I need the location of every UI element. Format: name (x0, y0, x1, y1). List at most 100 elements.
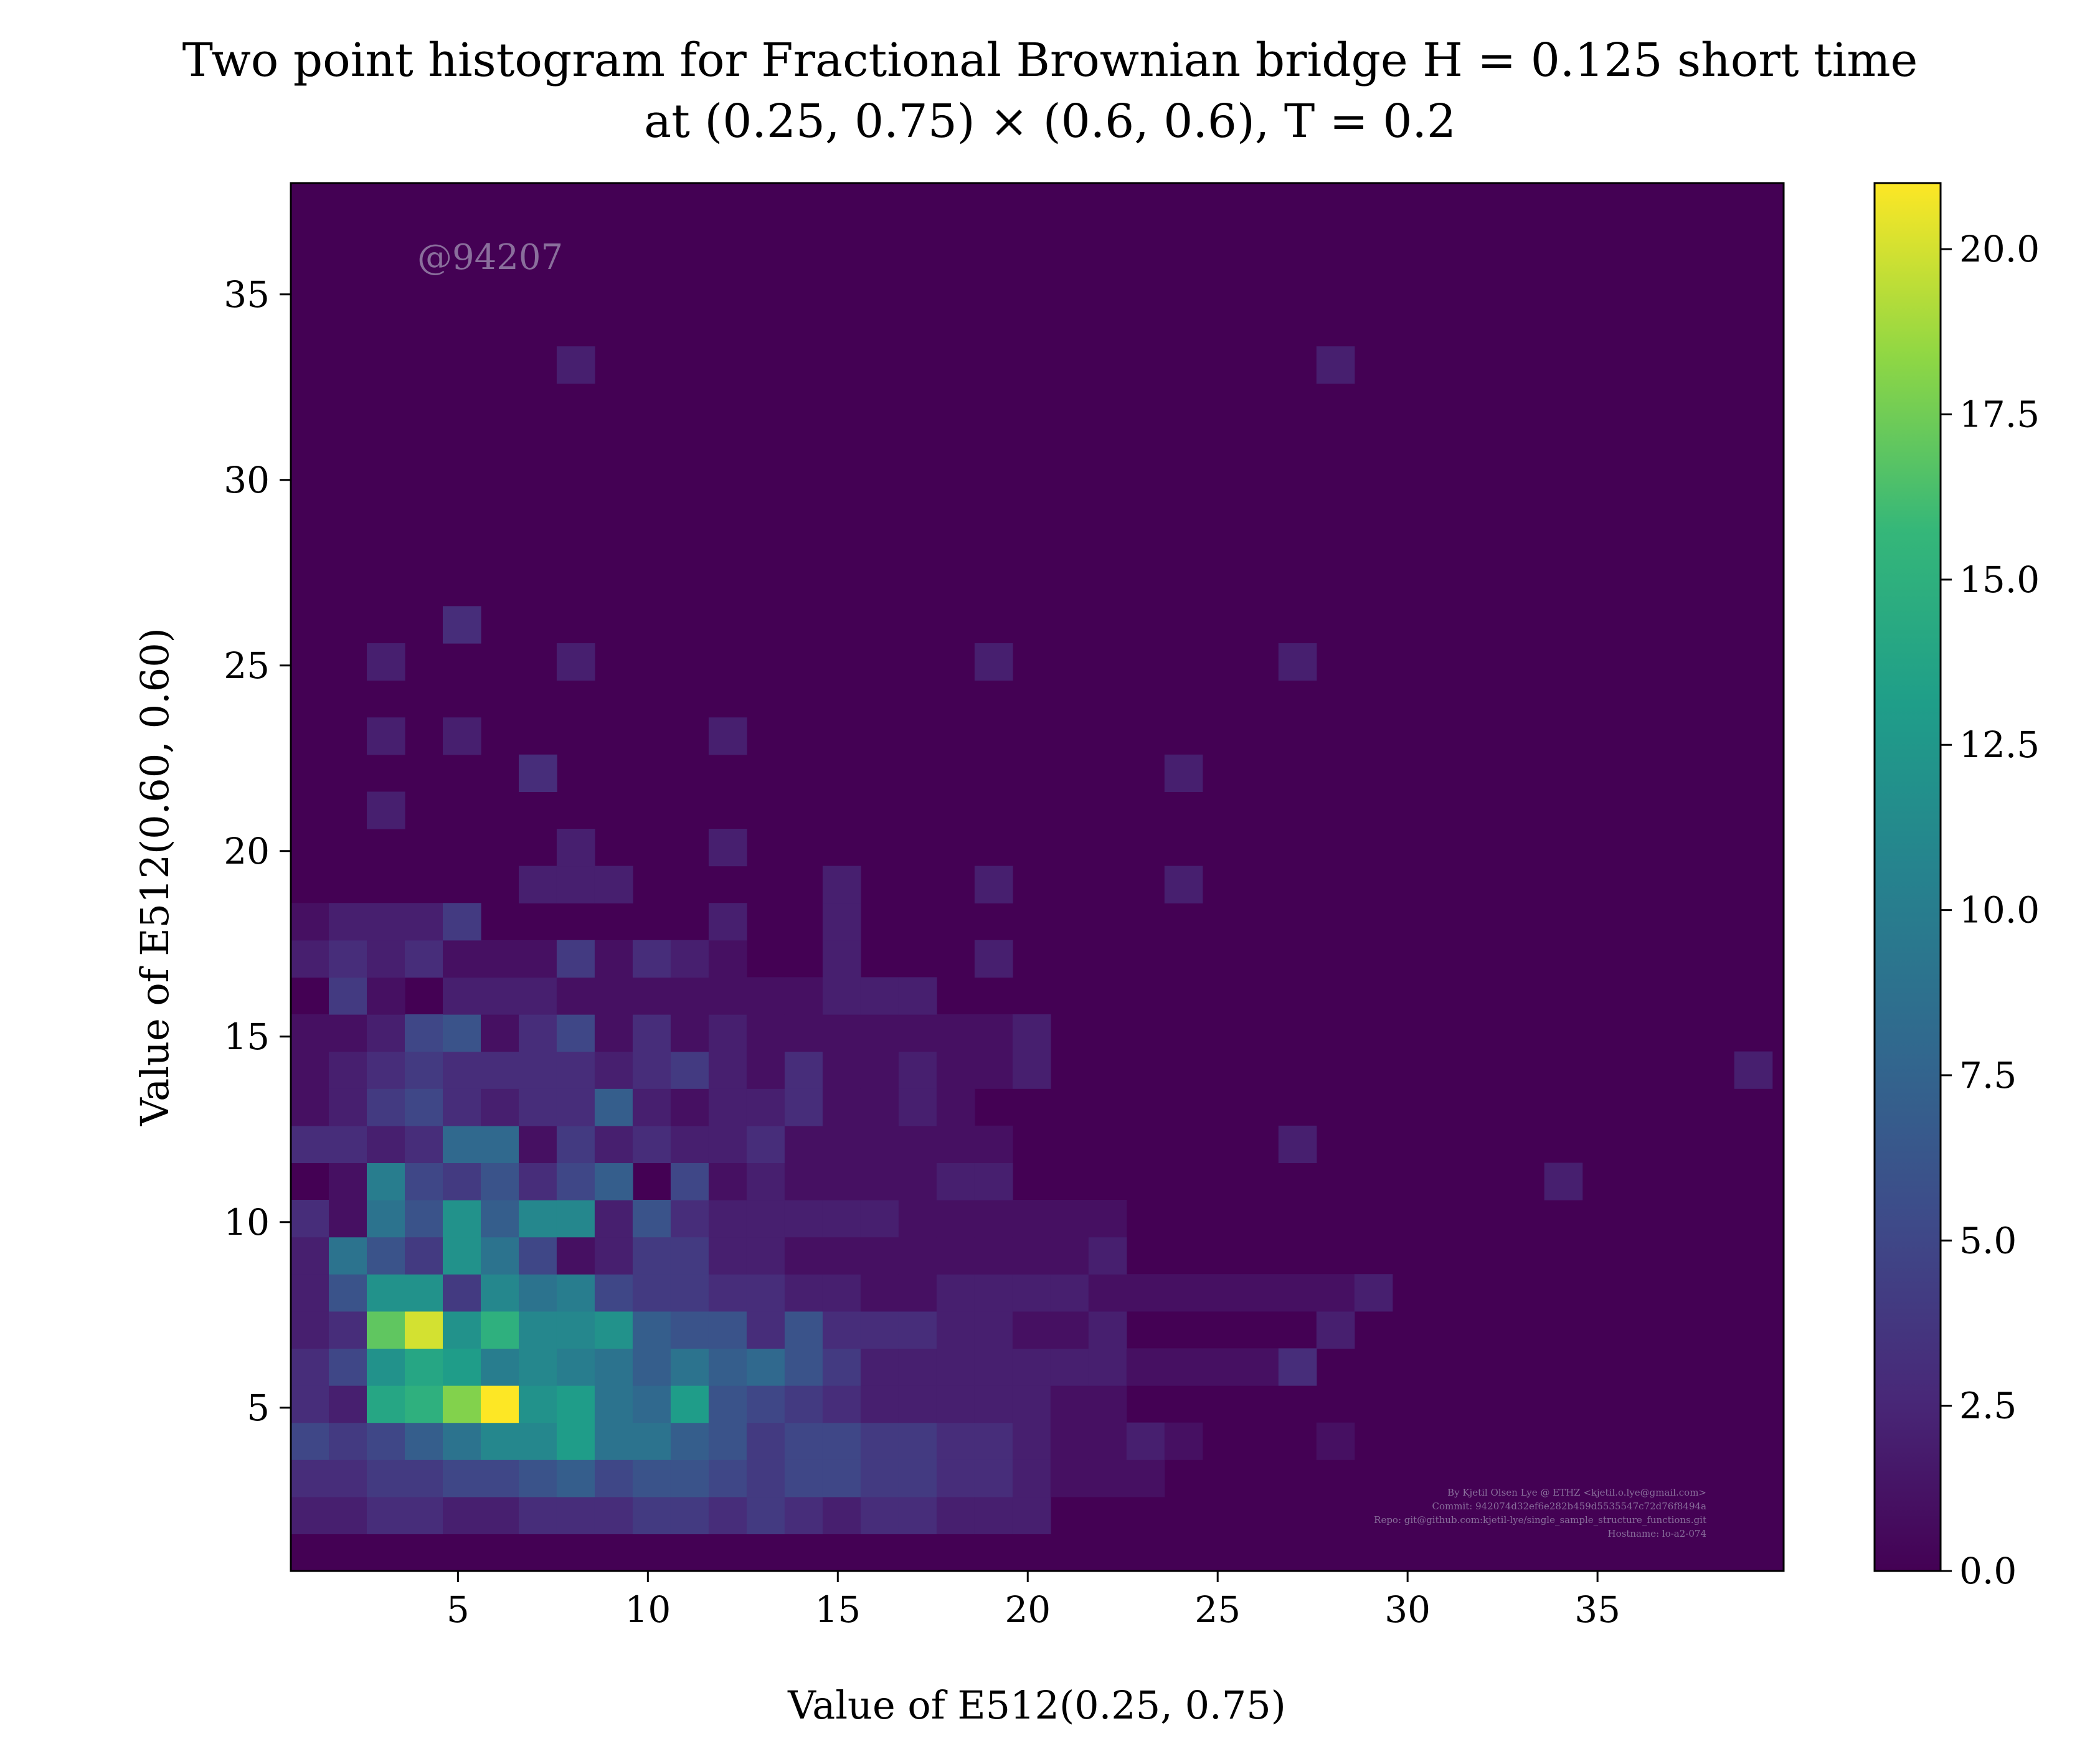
histogram-cell (974, 1051, 1013, 1089)
histogram-cell (746, 977, 785, 1015)
y-tick-label: 35 (224, 273, 270, 316)
histogram-cell (708, 1014, 747, 1052)
histogram-cell (329, 1422, 367, 1460)
histogram-cell (1088, 1237, 1127, 1275)
histogram-cell (556, 1274, 595, 1312)
histogram-cell (1164, 1274, 1203, 1312)
histogram-cell (1544, 1163, 1583, 1200)
histogram-cell (974, 1422, 1013, 1460)
histogram-cell (291, 1422, 329, 1460)
histogram-cell (784, 1163, 823, 1200)
plot-area: @94207 By Kjetil Olsen Lye @ ETHZ <kjeti… (290, 182, 1785, 1572)
histogram-cell (443, 1200, 481, 1238)
histogram-cell (556, 977, 595, 1015)
histogram-cell (670, 1348, 709, 1386)
histogram-cell (974, 1460, 1013, 1498)
histogram-cell (594, 1163, 633, 1200)
colorbar-tick-label: 5.0 (1959, 1219, 2017, 1262)
histogram-cell (1012, 1014, 1051, 1052)
histogram-cell (443, 1051, 481, 1089)
histogram-cell (594, 1200, 633, 1238)
histogram-cell (481, 1237, 519, 1275)
histogram-cell (632, 1125, 671, 1163)
histogram-cell (481, 1422, 519, 1460)
histogram-cell (632, 1422, 671, 1460)
histogram-cell (822, 1496, 861, 1534)
histogram-cell (443, 1163, 481, 1200)
histogram-cell (746, 1311, 785, 1349)
histogram-cell (519, 1460, 557, 1498)
y-tick-label: 25 (224, 644, 270, 687)
histogram-cell (519, 1237, 557, 1275)
histogram-cell (898, 977, 937, 1015)
histogram-cell (1012, 1496, 1051, 1534)
colorbar-tick-label: 17.5 (1959, 394, 2040, 436)
histogram-cell (670, 1163, 709, 1200)
histogram-cell (1164, 1422, 1203, 1460)
histogram-cell (443, 1125, 481, 1163)
histogram-cell (822, 1237, 861, 1275)
histogram-cell (443, 1422, 481, 1460)
histogram-cell (1050, 1348, 1089, 1386)
histogram-cell (556, 940, 595, 978)
histogram-cell (481, 1200, 519, 1238)
histogram-cell (860, 1385, 899, 1423)
y-tick-label: 20 (224, 830, 270, 872)
histogram-cell (594, 977, 633, 1015)
histogram-cell (556, 1422, 595, 1460)
histogram-cell (405, 1460, 443, 1498)
histogram-cell (556, 1460, 595, 1498)
histogram-cell (405, 1311, 443, 1349)
histogram-cell (594, 1422, 633, 1460)
histogram-cell (860, 977, 899, 1015)
histogram-cell (784, 1051, 823, 1089)
histogram-cell (784, 977, 823, 1015)
histogram-cell (1240, 1348, 1279, 1386)
histogram-cell (443, 940, 481, 978)
histogram-cell (860, 1088, 899, 1126)
histogram-cell (367, 1311, 405, 1349)
histogram-cell (405, 1385, 443, 1423)
histogram-cell (519, 754, 557, 792)
histogram-cell (291, 1274, 329, 1312)
histogram-cell (670, 1496, 709, 1534)
histogram-cell (367, 1200, 405, 1238)
histogram-cell (367, 717, 405, 755)
histogram-cell (898, 1422, 937, 1460)
histogram-cell (708, 940, 747, 978)
histogram-cell (519, 1385, 557, 1423)
colorbar-tick-label: 20.0 (1959, 228, 2040, 270)
histogram-cell (936, 1163, 975, 1200)
histogram-cell (443, 1348, 481, 1386)
histogram-cell (746, 1200, 785, 1238)
histogram-cell (443, 1237, 481, 1275)
histogram-cell (519, 865, 557, 903)
histogram-cell (860, 1311, 899, 1349)
histogram-cell (481, 1311, 519, 1349)
histogram-cell (594, 1348, 633, 1386)
histogram-cell (405, 1422, 443, 1460)
histogram-cell (936, 1200, 975, 1238)
histogram-cell (784, 1385, 823, 1423)
histogram-cell (898, 1460, 937, 1498)
y-tick-label: 30 (224, 459, 270, 501)
histogram-cell (670, 1014, 709, 1052)
histogram-cell (1050, 1311, 1089, 1349)
histogram-cell (405, 1088, 443, 1126)
histogram-cell (746, 1274, 785, 1312)
histogram-cell (936, 1014, 975, 1052)
watermark-text: @94207 (417, 237, 563, 278)
histogram-cell (291, 1125, 329, 1163)
histogram-cell (367, 1163, 405, 1200)
histogram-cell (519, 1125, 557, 1163)
histogram-cell (556, 1348, 595, 1386)
histogram-cell (708, 1385, 747, 1423)
colorbar-tick-label: 15.0 (1959, 559, 2040, 601)
histogram-cell (784, 1460, 823, 1498)
x-tick-label: 15 (815, 1588, 861, 1631)
histogram-cell (329, 1311, 367, 1349)
histogram-cell (784, 1125, 823, 1163)
histogram-cell (1126, 1348, 1165, 1386)
footer-line: By Kjetil Olsen Lye @ ETHZ <kjetil.o.lye… (1447, 1487, 1706, 1498)
histogram-cell (367, 1348, 405, 1386)
